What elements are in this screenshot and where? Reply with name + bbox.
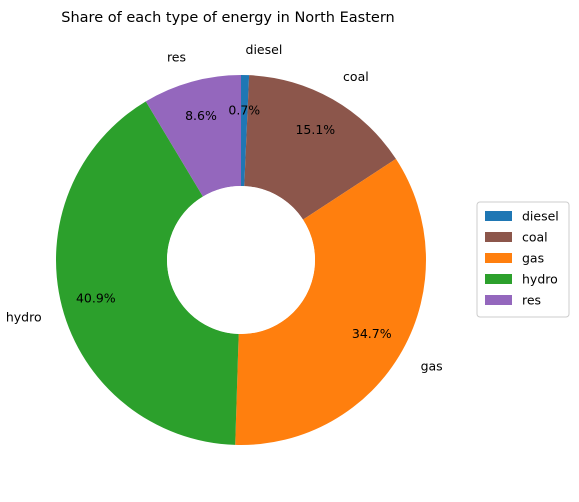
labels-layer: diesel 0.7% coal 15.1% gas 34.7% hydro 40.9% res… [6,42,443,373]
legend-label-coal: coal [522,230,548,245]
chart-title: Share of each type of energy in North Ea… [61,10,394,26]
legend-swatch-hydro [485,274,512,284]
legend-label-res: res [522,293,541,308]
pie-slice-diesel [241,75,250,187]
slice-label-diesel: diesel [246,42,283,57]
pct-label-hydro: 40.9% [76,290,116,305]
pct-label-diesel: 0.7% [228,103,260,118]
slice-label-gas: gas [421,359,443,374]
legend-label-diesel: diesel [522,209,559,224]
legend-label-hydro: hydro [522,272,558,287]
pie-slice-hydro [56,101,239,445]
slice-label-coal: coal [343,69,369,84]
pie-slice-res [145,75,241,197]
donut-hole [167,186,315,334]
legend: diesel coal gas hydro res [476,201,570,318]
slice-label-hydro: hydro [6,309,42,324]
pct-label-gas: 34.7% [352,326,392,341]
pie-slice-coal [244,75,396,220]
legend-swatch-diesel [485,211,512,221]
pct-label-coal: 15.1% [295,122,335,137]
legend-frame [476,201,570,318]
legend-swatch-coal [485,232,512,242]
pct-label-res: 8.6% [185,108,217,123]
pie-slice-gas [235,158,426,446]
legend-swatch-gas [485,253,512,263]
legend-label-gas: gas [522,251,544,266]
legend-swatch-res [485,295,512,305]
slice-label-res: res [167,49,186,64]
slices-layer [56,75,426,446]
